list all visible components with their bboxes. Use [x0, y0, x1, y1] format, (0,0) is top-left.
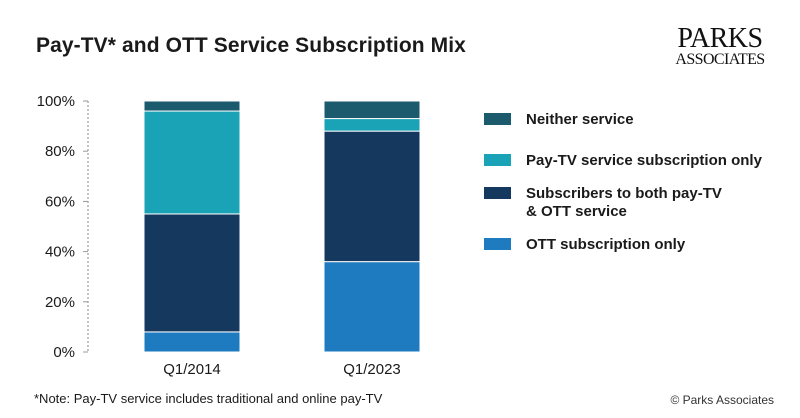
y-tick-label: 80%: [45, 143, 75, 160]
y-tick-label: 20%: [45, 294, 75, 311]
bars: [143, 100, 421, 353]
legend-label: & OTT service: [526, 203, 627, 220]
copyright: © Parks Associates: [670, 393, 774, 407]
y-tick-label: 0%: [53, 344, 75, 361]
y-tick-label: 60%: [45, 193, 75, 210]
bar-segment: [323, 118, 421, 132]
legend-label: Subscribers to both pay-TV: [526, 185, 722, 202]
chart-title: Pay-TV* and OTT Service Subscription Mix: [36, 34, 466, 57]
logo-line-2: ASSOCIATES: [675, 51, 765, 68]
legend-swatch: [484, 238, 511, 250]
legend-swatch: [484, 187, 511, 199]
bar-segment: [143, 110, 241, 215]
logo-line-1: PARKS: [677, 23, 763, 54]
bar-segment: [323, 130, 421, 263]
y-tick-label: 40%: [45, 244, 75, 261]
legend-swatch: [484, 154, 511, 166]
bar-segment: [323, 100, 421, 120]
legend-label: Neither service: [526, 111, 634, 128]
legend-label: OTT subscription only: [526, 236, 686, 253]
parks-associates-logo: PARKS ASSOCIATES: [670, 23, 770, 68]
bar-segment: [143, 100, 241, 112]
y-axis: 0% 20% 40% 60% 80% 100%: [37, 93, 89, 361]
bar-segment: [143, 213, 241, 333]
x-category-label: Q1/2014: [163, 361, 221, 378]
x-axis-labels: Q1/2014 Q1/2023: [163, 361, 401, 378]
footnote: *Note: Pay-TV service includes tradition…: [34, 391, 383, 406]
legend: Neither service Pay-TV service subscripti…: [484, 111, 763, 253]
legend-label: Pay-TV service subscription only: [526, 152, 763, 169]
y-tick-label: 100%: [37, 93, 75, 110]
bar-segment: [323, 261, 421, 353]
legend-swatch: [484, 113, 511, 125]
x-category-label: Q1/2023: [343, 361, 401, 378]
bar-segment: [143, 331, 241, 353]
